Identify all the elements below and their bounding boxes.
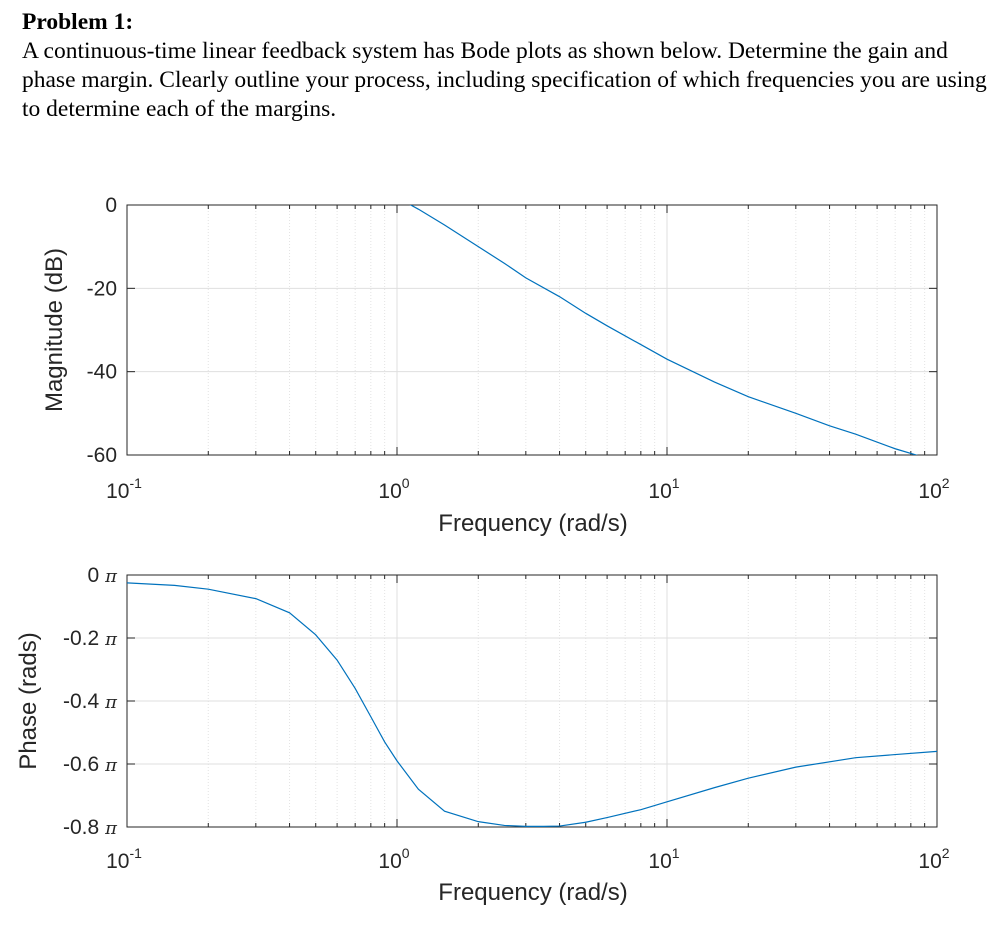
x-tick-label: 100: [378, 475, 409, 503]
y-tick-label: 0: [105, 194, 117, 217]
x-tick-exponent: 0: [402, 475, 410, 491]
y-tick-value: -20: [87, 277, 117, 300]
chart-panel-2: 0 π-0.2 π-0.4 π-0.6 π-0.8 π10-1 100 101 102Frequ…: [15, 564, 950, 906]
pi-symbol: π: [104, 755, 118, 776]
x-axis-label: Frequency (rad/s): [438, 879, 627, 906]
y-tick-value: -0.2: [63, 627, 99, 650]
problem-statement: Problem 1: A continuous-time linear feed…: [22, 8, 987, 124]
x-tick-base: 10: [106, 480, 129, 503]
x-tick-label: 100: [378, 845, 409, 873]
y-tick-value: -0.8: [63, 816, 99, 839]
pi-symbol: π: [104, 818, 118, 839]
series-line-1: [127, 582, 937, 827]
y-tick-label: -0.2 π: [63, 627, 118, 650]
y-tick-value: -60: [87, 444, 117, 467]
problem-heading: Problem 1:: [22, 9, 134, 35]
y-tick-label: -20: [87, 277, 117, 300]
x-tick-exponent: 1: [672, 845, 680, 861]
y-tick-value: 0: [105, 194, 117, 217]
y-tick-value: -40: [87, 361, 117, 384]
y-tick-value: -0.4: [63, 690, 100, 713]
x-tick-base: 10: [648, 480, 671, 503]
x-tick-base: 10: [378, 850, 401, 873]
x-tick-label: 102: [918, 845, 949, 873]
y-tick-value: 0: [87, 564, 99, 587]
y-tick-value: -0.6: [63, 753, 99, 776]
x-tick-base: 10: [918, 480, 941, 503]
x-tick-exponent: 0: [402, 845, 410, 861]
y-tick-label: -0.8 π: [63, 816, 118, 839]
x-tick-exponent: 1: [672, 475, 680, 491]
x-tick-exponent: 2: [942, 845, 950, 861]
x-tick-label: 101: [648, 475, 679, 503]
problem-text: A continuous-time linear feedback system…: [22, 38, 987, 122]
x-tick-base: 10: [106, 850, 129, 873]
x-tick-label: 102: [918, 475, 949, 503]
x-tick-exponent: 2: [942, 475, 950, 491]
pi-symbol: π: [104, 566, 118, 587]
y-axis-label: Phase (rads): [15, 632, 42, 769]
x-tick-exponent: -1: [129, 845, 142, 861]
pi-symbol: π: [104, 692, 118, 713]
x-tick-label: 101: [648, 845, 679, 873]
axes-box: [126, 204, 938, 456]
y-axis-label: Magnitude (dB): [41, 248, 68, 412]
x-tick-label: 10-1: [106, 845, 142, 873]
x-tick-label: 10-1: [106, 475, 142, 503]
y-tick-label: -0.6 π: [63, 753, 118, 776]
x-tick-base: 10: [918, 850, 941, 873]
pi-symbol: π: [104, 629, 118, 650]
y-tick-label: -60: [87, 444, 117, 467]
x-axis-label: Frequency (rad/s): [438, 510, 627, 537]
y-tick-label: -40: [87, 361, 117, 384]
series-line-1: [409, 205, 919, 455]
x-tick-exponent: -1: [129, 475, 142, 491]
x-tick-base: 10: [648, 850, 671, 873]
y-tick-label: -0.4 π: [63, 690, 118, 713]
x-tick-base: 10: [378, 480, 401, 503]
